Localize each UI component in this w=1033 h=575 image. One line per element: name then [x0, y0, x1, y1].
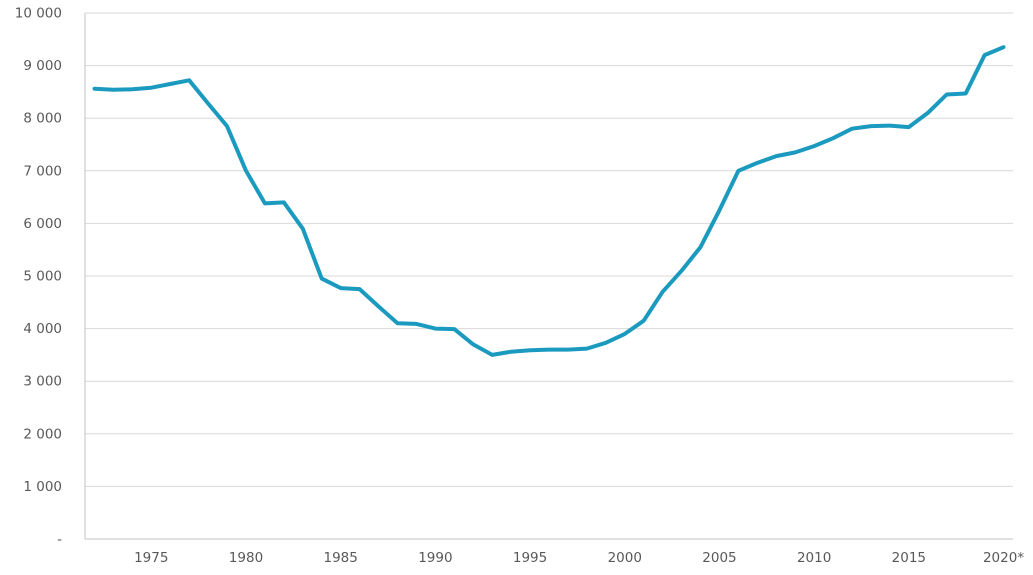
data-series-line — [92, 45, 1006, 357]
y-axis-tick-label: - — [57, 532, 62, 548]
y-axis-tick-label: 10 000 — [15, 6, 62, 22]
x-axis-tick-label: 2000 — [608, 550, 642, 566]
y-axis-tick-label: 1 000 — [23, 479, 62, 495]
x-axis-tick-label: 1985 — [323, 550, 357, 566]
x-axis-tick-label: 2005 — [702, 550, 736, 566]
x-axis-tick-label: 1975 — [134, 550, 168, 566]
x-axis-tick-label: 1980 — [229, 550, 263, 566]
x-axis-tick-label: 2020* — [983, 550, 1024, 566]
y-axis-tick-label: 6 000 — [23, 216, 62, 232]
x-axis-tick-label: 1990 — [418, 550, 452, 566]
y-axis-tick-label: 2 000 — [23, 426, 62, 442]
y-axis-tick-label: 4 000 — [23, 321, 62, 337]
y-axis-tick-label: 8 000 — [23, 111, 62, 127]
x-axis-tick-label: 2010 — [797, 550, 831, 566]
y-axis-tick-label: 7 000 — [23, 163, 62, 179]
x-axis-tick-label: 1995 — [513, 550, 547, 566]
y-axis-tick-label: 5 000 — [23, 269, 62, 285]
y-axis-tick-label: 3 000 — [23, 374, 62, 390]
y-axis-tick-label: 9 000 — [23, 58, 62, 74]
x-axis-tick-label: 2015 — [892, 550, 926, 566]
